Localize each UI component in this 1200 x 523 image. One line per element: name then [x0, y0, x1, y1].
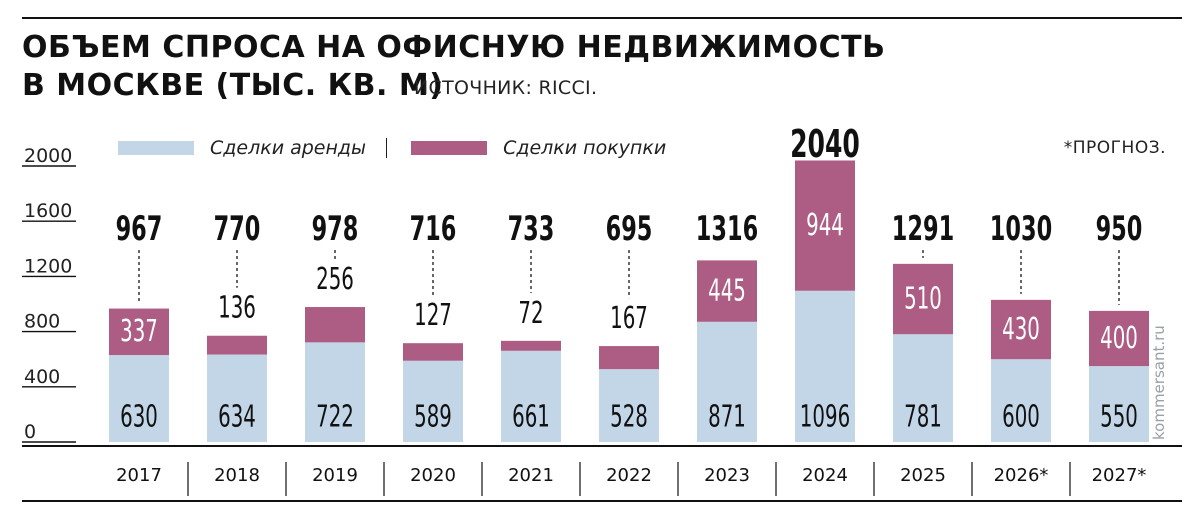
bar-purchase [1089, 310, 1149, 367]
data-label-purchase: 400 [1100, 319, 1138, 354]
chart-title-line1: ОБЪЕМ СПРОСА НА ОФИСНУЮ НЕДВИЖИМОСТЬ [22, 30, 886, 65]
x-tick-label: 2026* [994, 465, 1049, 486]
data-label-purchase: 72 [518, 295, 543, 330]
data-label-total: 967 [116, 208, 163, 248]
bar-purchase [207, 335, 267, 355]
data-label-purchase: 510 [904, 280, 942, 315]
legend-swatch-lease [118, 141, 194, 155]
data-label-purchase: 337 [120, 313, 158, 348]
data-label-purchase: 136 [218, 289, 256, 324]
bar-purchase [403, 343, 463, 361]
data-label-purchase: 167 [610, 300, 648, 335]
data-label-lease: 589 [414, 398, 452, 433]
x-tick-label: 2019 [312, 465, 358, 486]
bar-purchase [305, 307, 365, 343]
bar-lease [305, 342, 365, 442]
bar-purchase [697, 260, 757, 322]
bar-purchase [991, 299, 1051, 360]
data-label-lease: 1096 [800, 398, 850, 433]
chart-title-line2: В МОСКВЕ (ТЫС. КВ. М) [22, 68, 444, 103]
x-tick-label: 2024 [802, 465, 848, 486]
data-label-purchase: 127 [414, 297, 452, 332]
x-tick-label: 2021 [508, 465, 554, 486]
bar-lease [403, 360, 463, 442]
legend-label-lease: Сделки аренды [210, 137, 367, 159]
data-label-total: 716 [410, 208, 457, 248]
data-label-lease: 661 [512, 398, 550, 433]
source-note: ИСТОЧНИК: RICCI. [414, 77, 598, 99]
data-label-lease: 871 [708, 398, 746, 433]
x-tick-label: 2025 [900, 465, 946, 486]
bar-lease [697, 321, 757, 442]
data-label-total: 950 [1096, 208, 1143, 248]
x-tick-label: 2027* [1092, 465, 1147, 486]
data-label-purchase: 430 [1002, 310, 1040, 345]
legend-label-purchase: Сделки покупки [503, 137, 667, 159]
data-label-lease: 722 [316, 398, 354, 433]
bar-purchase [109, 308, 169, 356]
y-tick-label: 400 [24, 366, 60, 388]
data-label-total: 2040 [790, 122, 860, 167]
data-label-lease: 550 [1100, 398, 1138, 433]
data-label-purchase: 256 [316, 261, 354, 296]
y-tick-label: 1200 [24, 255, 72, 277]
data-label-lease: 528 [610, 398, 648, 433]
data-label-lease: 630 [120, 398, 158, 433]
data-label-total: 1316 [696, 208, 758, 248]
bar-lease [1089, 366, 1149, 442]
forecast-note: *ПРОГНОЗ. [1063, 138, 1166, 158]
data-label-total: 733 [508, 208, 555, 248]
legend: Сделки аренды Сделки покупки [118, 136, 666, 160]
bar-purchase [501, 340, 561, 351]
bar-purchase [893, 263, 953, 335]
bar-lease [893, 334, 953, 442]
x-tick-label: 2017 [116, 465, 162, 486]
x-tick-label: 2022 [606, 465, 652, 486]
data-label-total: 978 [312, 208, 359, 248]
bar-lease [599, 369, 659, 442]
data-label-purchase: 445 [708, 272, 746, 307]
data-label-total: 1030 [990, 208, 1052, 248]
y-tick-label: 0 [24, 421, 36, 443]
legend-swatch-purchase [411, 141, 488, 155]
bar-lease [795, 290, 855, 442]
x-tick-label: 2018 [214, 465, 260, 486]
bar-lease [207, 354, 267, 442]
data-label-lease: 634 [218, 398, 256, 433]
y-tick-label: 2000 [24, 145, 72, 167]
data-label-lease: 781 [904, 398, 942, 433]
legend-separator [386, 138, 388, 158]
bar-purchase [795, 160, 855, 291]
bar-lease [109, 355, 169, 442]
x-tick-label: 2023 [704, 465, 750, 486]
data-label-purchase: 944 [806, 207, 844, 242]
data-label-total: 695 [606, 208, 653, 248]
x-tick-label: 2020 [410, 465, 456, 486]
data-label-total: 770 [214, 208, 261, 248]
top-rule [22, 17, 1182, 19]
bar-purchase [599, 346, 659, 370]
bar-lease [501, 350, 561, 442]
data-label-total: 1291 [892, 208, 954, 248]
data-label-lease: 600 [1002, 398, 1040, 433]
bar-lease [991, 359, 1051, 442]
y-tick-label: 1600 [24, 200, 72, 222]
y-tick-label: 800 [24, 311, 60, 333]
